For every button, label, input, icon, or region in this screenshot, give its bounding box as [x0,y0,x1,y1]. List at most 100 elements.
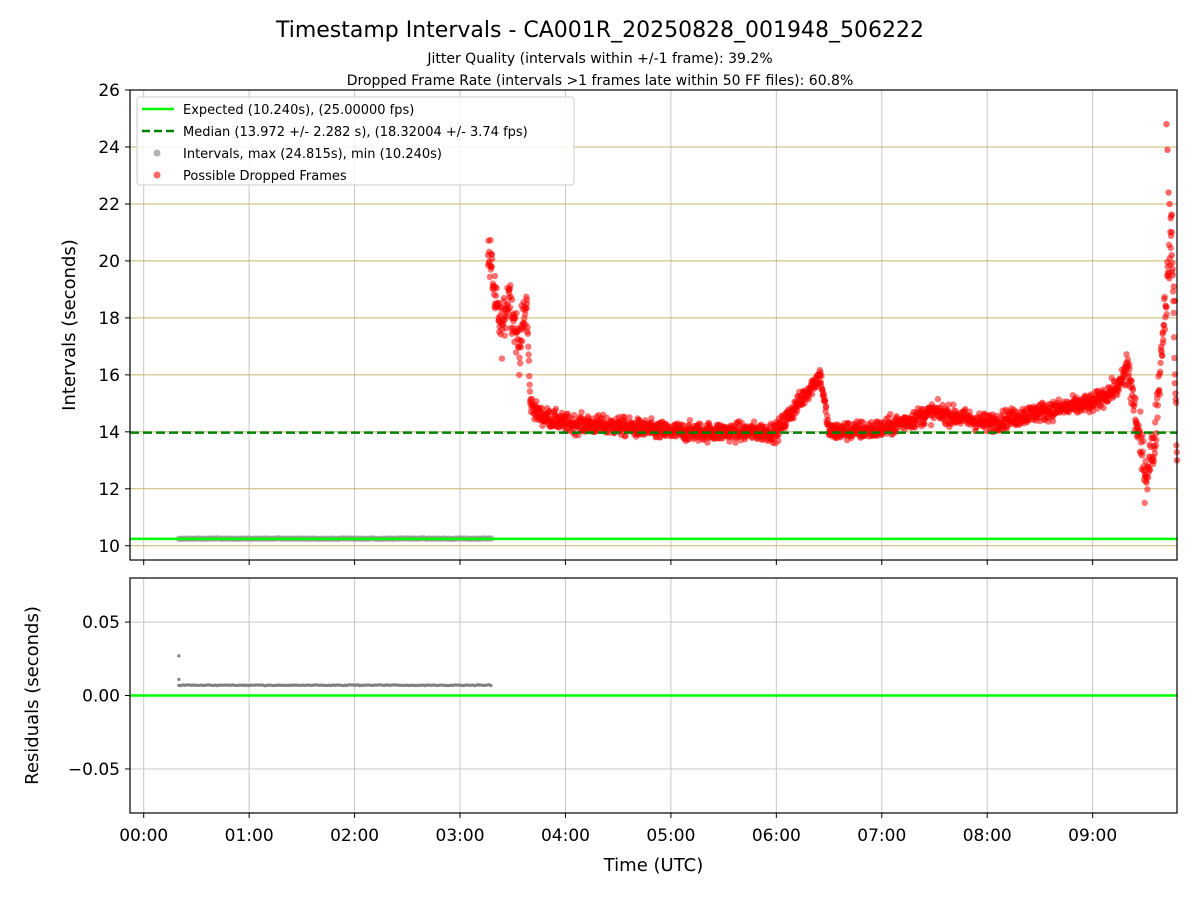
dropped-frame-point [1137,408,1144,415]
dropped-frame-point [927,421,935,429]
dropped-frame-point [790,414,797,422]
dropped-frame-point [822,397,829,405]
dropped-frame-point [578,409,585,416]
dropped-frame-point [1132,395,1139,402]
dropped-frame-point [525,343,532,350]
dropped-frame-point [1036,408,1044,416]
dropped-frame-point [1160,336,1167,344]
dropped-frame-point [626,414,633,421]
chart-subtitle-jitter: Jitter Quality (intervals within +/-1 fr… [426,51,772,67]
dropped-frame-point [1157,359,1164,367]
dropped-frame-point [1164,146,1171,154]
bottom-axes-frame [129,577,1178,814]
dropped-frame-point [1124,356,1132,363]
chart-subtitle-dropped: Dropped Frame Rate (intervals >1 frames … [347,73,854,89]
dropped-frame-point [525,351,532,358]
dropped-frame-point [1150,442,1158,450]
dropped-frame-point [491,300,499,307]
top-ytick-label: 14 [98,423,120,443]
top-ytick-label: 18 [98,309,120,329]
dropped-frame-point [523,305,530,312]
dropped-frame-point [1154,402,1162,409]
bottom-ylabel: Residuals (seconds) [22,606,43,785]
dropped-frame-point [1169,288,1177,295]
residual-points [177,654,493,688]
legend-box [136,96,575,186]
dropped-frame-point [500,294,508,302]
dropped-frame-point [570,411,578,419]
dropped-frame-point [622,432,629,440]
xtick-label: 03:00 [436,826,485,846]
dropped-frame-point [495,314,502,322]
top-ytick-label: 26 [98,81,120,101]
dropped-frame-point [750,418,758,425]
dropped-frame-point [1123,351,1130,358]
dropped-frame-point [1151,450,1159,457]
dropped-frame-point [984,420,991,427]
dropped-frame-point [775,437,782,445]
dropped-frame-point [484,252,492,259]
dropped-frame-point [1163,311,1170,318]
dropped-frame-point [524,324,531,331]
legend-label: Expected (10.240s), (25.00000 fps) [183,103,414,118]
dropped-frame-point [945,401,952,408]
dropped-frame-point [1163,304,1170,311]
residual-point [177,677,181,681]
dropped-frame-point [506,286,513,293]
dropped-frame-point [685,436,692,443]
dropped-frame-point [1169,271,1176,279]
bottom-ytick-label: 0.00 [82,687,120,707]
dropped-frame-point [805,395,812,403]
residuals-panel: −0.05 0.00 0.05 00:00 01:00 02:00 03:00 04:00 05… [22,577,1178,876]
top-axes-frame [129,89,1178,561]
dropped-frame-point [1144,486,1151,493]
dropped-frame-point [1159,352,1166,360]
legend-label: Median (13.972 +/- 2.282 s), (18.32004 +… [183,125,528,140]
dropped-frame-point [516,354,523,361]
dropped-frame-point [808,390,816,398]
top-ytick-label: 22 [98,195,120,215]
dropped-frame-point [508,296,516,303]
dropped-frame-point [1129,386,1137,394]
dropped-frame-point [1141,499,1148,507]
dropped-frame-point [1169,265,1176,273]
xlabel: Time (UTC) [603,855,704,876]
dropped-frame-point [512,349,520,356]
dropped-frame-point [931,408,938,416]
xtick-label: 02:00 [330,826,379,846]
dropped-frame-point [1100,404,1107,412]
top-ytick-label: 12 [98,480,120,500]
dropped-frame-point [487,236,494,244]
xtick-label: 04:00 [541,826,590,846]
dropped-frame-point [1133,420,1140,427]
top-ylabel: Intervals (seconds) [59,239,80,411]
dropped-frame-point [1157,368,1164,376]
dropped-frame-point [859,419,867,426]
dropped-frame-point [1172,390,1179,397]
legend-label: Intervals, max (24.815s), min (10.240s) [183,147,442,162]
top-ytick-label: 16 [98,366,120,386]
dropped-frame-point [538,405,546,412]
dropped-frame-point [515,371,523,379]
dropped-frame-point [921,420,928,428]
dropped-frame-point [817,371,824,379]
dropped-frame-point [1150,457,1158,465]
legend-label: Possible Dropped Frames [183,169,347,184]
dropped-frame-point [1115,383,1123,390]
dropped-frame-point [1143,479,1150,486]
dropped-frame-point [1161,293,1168,301]
dropped-frame-point [1167,244,1174,252]
dropped-frame-point [513,328,520,336]
dropped-frame-point [1142,471,1149,478]
residual-point [489,683,493,688]
dropped-frame-point [1142,457,1149,465]
dropped-frame-point [527,400,534,407]
dropped-frame-point [526,372,533,380]
dropped-frame-point [887,410,894,418]
dropped-frame-point [523,300,530,307]
bottom-ytick-label: 0.05 [82,613,120,633]
dropped-frame-point [519,338,526,345]
legend: Expected (10.240s), (25.00000 fps) Median… [136,96,575,186]
dropped-frame-point [1154,414,1161,421]
dropped-frame-point [1125,371,1133,378]
